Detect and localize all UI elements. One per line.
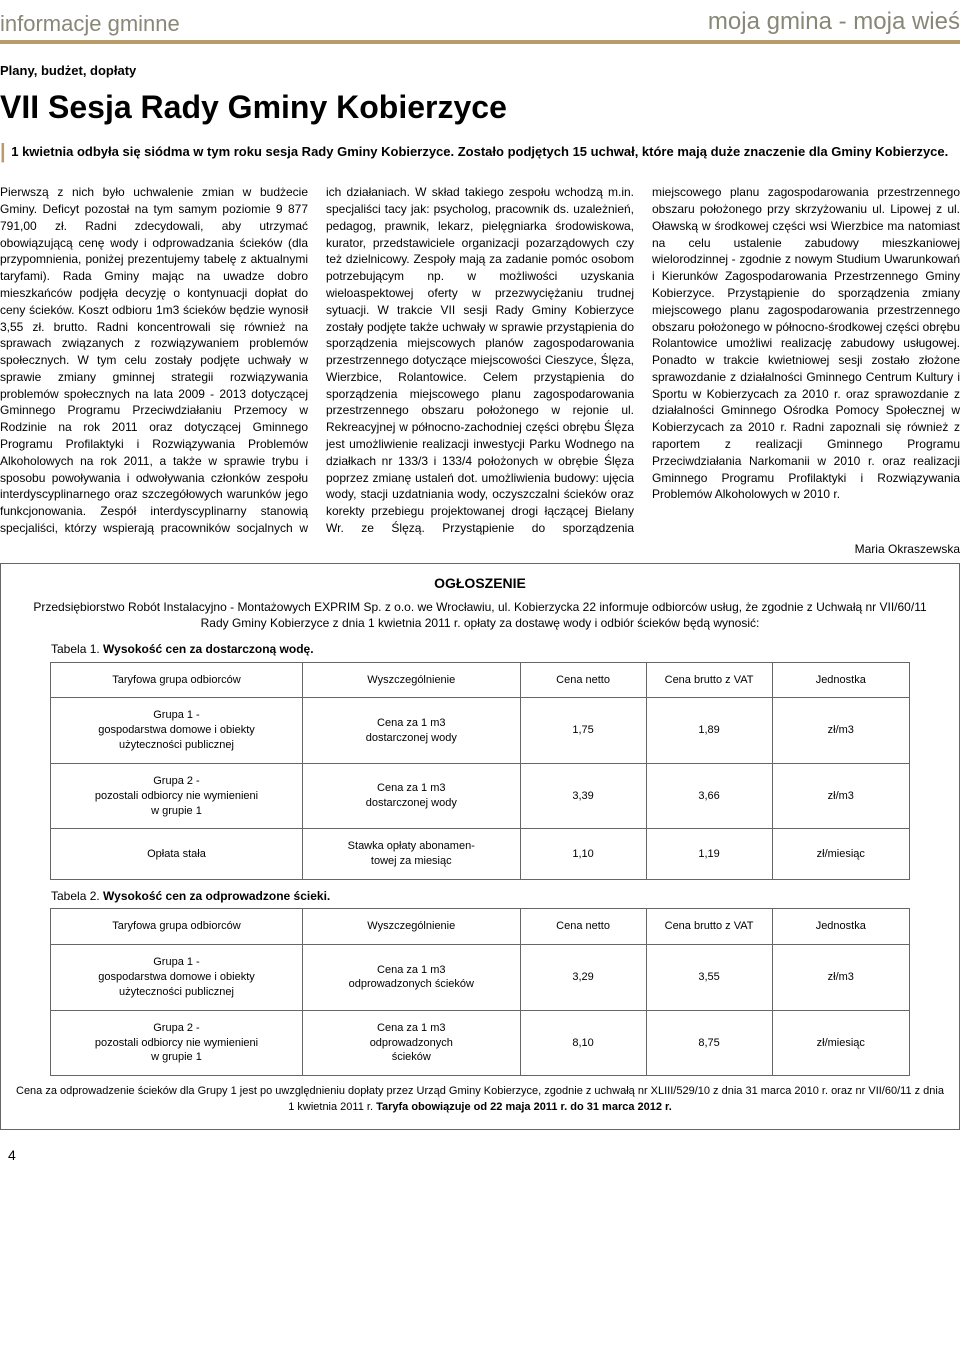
lead-bar-icon: | bbox=[0, 139, 6, 166]
article-author: Maria Okraszewska bbox=[0, 541, 960, 557]
table1-caption-bold: Wysokość cen za dostarczoną wodę. bbox=[103, 642, 314, 656]
table-cell: Stawka opłaty abonamen-towej za miesiąc bbox=[302, 829, 520, 880]
table2-caption-prefix: Tabela 2. bbox=[51, 889, 103, 903]
table-cell: Opłata stała bbox=[51, 829, 303, 880]
table-cell: 8,75 bbox=[646, 1010, 772, 1076]
table-cell: Grupa 2 -pozostali odbiorcy nie wymienie… bbox=[51, 1010, 303, 1076]
table-cell: 8,10 bbox=[520, 1010, 646, 1076]
th: Jednostka bbox=[772, 662, 909, 698]
table-cell: 3,55 bbox=[646, 945, 772, 1011]
table-cell: Grupa 1 -gospodarstwa domowe i obiektyuż… bbox=[51, 698, 303, 764]
table-row: Grupa 2 -pozostali odbiorcy nie wymienie… bbox=[51, 1010, 910, 1076]
table-row: Grupa 1 -gospodarstwa domowe i obiektyuż… bbox=[51, 698, 910, 764]
table-row: Opłata stałaStawka opłaty abonamen-towej… bbox=[51, 829, 910, 880]
table-cell: 3,29 bbox=[520, 945, 646, 1011]
announcement-heading: OGŁOSZENIE bbox=[15, 574, 945, 593]
table-cell: Grupa 1 -gospodarstwa domowe i obiektyuż… bbox=[51, 945, 303, 1011]
table-cell: Grupa 2 -pozostali odbiorcy nie wymienie… bbox=[51, 763, 303, 829]
table-header-row: Taryfowa grupa odbiorców Wyszczególnieni… bbox=[51, 909, 910, 945]
th: Cena brutto z VAT bbox=[646, 909, 772, 945]
article: Plany, budżet, dopłaty VII Sesja Rady Gm… bbox=[0, 62, 960, 557]
table1-body: Grupa 1 -gospodarstwa domowe i obiektyuż… bbox=[51, 698, 910, 880]
announcement-intro: Przedsiębiorstwo Robót Instalacyjno - Mo… bbox=[15, 599, 945, 631]
announcement: OGŁOSZENIE Przedsiębiorstwo Robót Instal… bbox=[0, 563, 960, 1130]
th: Jednostka bbox=[772, 909, 909, 945]
table2-caption: Tabela 2. Wysokość cen za odprowadzone ś… bbox=[51, 888, 945, 904]
table-cell: zł/miesiąc bbox=[772, 1010, 909, 1076]
section-name: informacje gminne bbox=[0, 9, 180, 39]
footnote-bold: Taryfa obowiązuje od 22 maja 2011 r. do … bbox=[376, 1101, 672, 1113]
table2: Taryfowa grupa odbiorców Wyszczególnieni… bbox=[50, 908, 910, 1076]
th: Cena brutto z VAT bbox=[646, 662, 772, 698]
page-number: 4 bbox=[8, 1146, 960, 1165]
table-cell: zł/miesiąc bbox=[772, 829, 909, 880]
table-cell: Cena za 1 m3odprowadzonychścieków bbox=[302, 1010, 520, 1076]
table-row: Grupa 2 -pozostali odbiorcy nie wymienie… bbox=[51, 763, 910, 829]
article-title: VII Sesja Rady Gminy Kobierzyce bbox=[0, 86, 960, 129]
table-cell: 1,75 bbox=[520, 698, 646, 764]
table-cell: zł/m3 bbox=[772, 945, 909, 1011]
th: Cena netto bbox=[520, 909, 646, 945]
table-cell: Cena za 1 m3dostarczonej wody bbox=[302, 763, 520, 829]
table-cell: 1,19 bbox=[646, 829, 772, 880]
th: Wyszczególnienie bbox=[302, 909, 520, 945]
table-header-row: Taryfowa grupa odbiorców Wyszczególnieni… bbox=[51, 662, 910, 698]
article-kicker: Plany, budżet, dopłaty bbox=[0, 62, 960, 80]
publication-name: moja gmina - moja wieś bbox=[708, 6, 960, 38]
table1: Taryfowa grupa odbiorców Wyszczególnieni… bbox=[50, 662, 910, 881]
table-cell: Cena za 1 m3odprowadzonych ścieków bbox=[302, 945, 520, 1011]
table2-caption-bold: Wysokość cen za odprowadzone ścieki. bbox=[103, 889, 330, 903]
table-cell: Cena za 1 m3dostarczonej wody bbox=[302, 698, 520, 764]
table-cell: zł/m3 bbox=[772, 763, 909, 829]
table-cell: 1,89 bbox=[646, 698, 772, 764]
table1-caption: Tabela 1. Wysokość cen za dostarczoną wo… bbox=[51, 641, 945, 657]
announcement-footnote: Cena za odprowadzenie ścieków dla Grupy … bbox=[15, 1084, 945, 1115]
table2-body: Grupa 1 -gospodarstwa domowe i obiektyuż… bbox=[51, 945, 910, 1076]
table-row: Grupa 1 -gospodarstwa domowe i obiektyuż… bbox=[51, 945, 910, 1011]
table1-caption-prefix: Tabela 1. bbox=[51, 642, 103, 656]
table-cell: 1,10 bbox=[520, 829, 646, 880]
lead-text: 1 kwietnia odbyła się siódma w tym roku … bbox=[11, 144, 948, 159]
th: Taryfowa grupa odbiorców bbox=[51, 662, 303, 698]
th: Cena netto bbox=[520, 662, 646, 698]
th: Taryfowa grupa odbiorców bbox=[51, 909, 303, 945]
table-cell: 3,66 bbox=[646, 763, 772, 829]
table-cell: zł/m3 bbox=[772, 698, 909, 764]
table-cell: 3,39 bbox=[520, 763, 646, 829]
th: Wyszczególnienie bbox=[302, 662, 520, 698]
article-lead: | 1 kwietnia odbyła się siódma w tym rok… bbox=[0, 139, 960, 166]
article-body: Pierwszą z nich było uchwalenie zmian w … bbox=[0, 184, 960, 537]
page-header: informacje gminne moja gmina - moja wieś bbox=[0, 0, 960, 44]
